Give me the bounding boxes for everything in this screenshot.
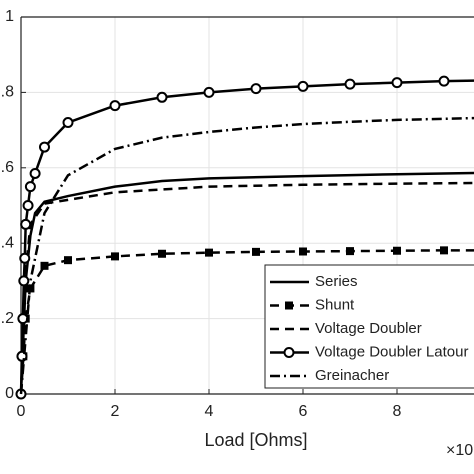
y-tick-label: 0.2 [0,310,14,327]
marker [24,181,36,193]
x-tick-label: 2 [111,403,120,420]
x-axis-label: Load [Ohms] [204,430,307,450]
series-line [19,249,474,395]
marker [109,100,121,112]
legend-label: Voltage Doubler [315,320,422,337]
marker [18,275,30,287]
y-tick-label: 0.4 [0,234,14,251]
marker [346,247,354,256]
y-tick-label: 0.8 [0,84,14,101]
marker [391,77,403,89]
marker [205,248,213,257]
x-tick-label: 6 [299,403,308,420]
marker [250,83,262,95]
series-line [19,181,474,395]
x-multiplier: ×10 [446,442,473,459]
marker [393,246,401,255]
marker [252,247,260,256]
x-tick-label: 8 [393,403,402,420]
legend-label: Series [315,273,358,290]
marker [20,218,32,230]
marker [440,246,448,255]
legend-box [264,264,474,389]
legend-label: Voltage Doubler Latour [315,343,468,360]
marker [22,200,34,211]
y-tick-label: 0.6 [0,159,14,176]
x-tick-label: 0 [17,403,26,420]
series-line [19,116,474,395]
marker [156,91,168,103]
marker [111,252,119,261]
marker [438,75,450,87]
marker [297,80,309,92]
marker [299,247,307,256]
legend-marker [283,347,295,358]
x-tick-label: 4 [205,403,214,420]
marker [203,86,215,98]
y-tick-label: 0 [5,385,14,402]
marker [158,249,166,258]
legend: Series Shunt Voltage Doubler Voltage Double… [264,264,474,389]
legend-label: Greinacher [315,367,389,384]
marker [19,252,31,264]
marker [29,167,41,179]
marker [64,256,72,265]
legend-marker [285,301,293,310]
marker [40,261,49,270]
y-tick-label: 1 [5,8,14,25]
legend-label: Shunt [315,296,355,313]
marker [344,78,356,90]
marker [39,141,50,153]
marker [62,117,74,129]
